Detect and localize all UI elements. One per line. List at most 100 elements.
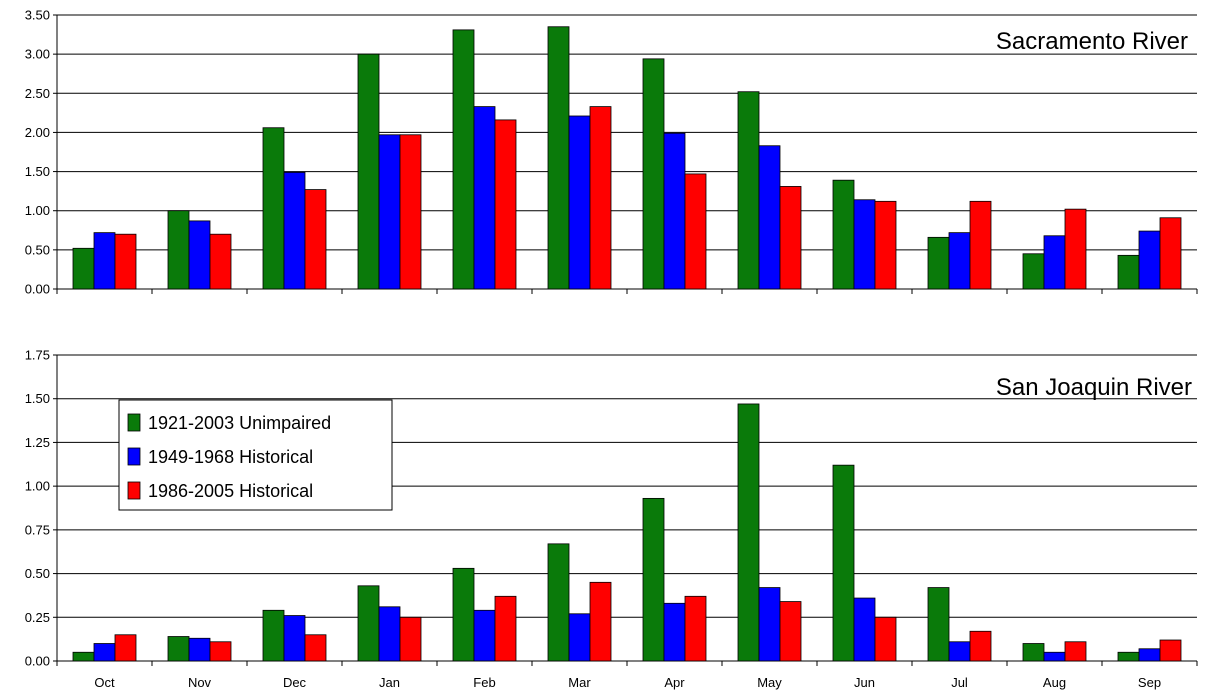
- y-tick-label: 1.50: [25, 164, 50, 179]
- bar-nov-series-1: [167, 210, 190, 290]
- bar-jan-series-2: [378, 134, 401, 290]
- bar-feb-series-1: [452, 29, 475, 290]
- bar-oct-series-3: [114, 634, 137, 662]
- bar-sep-series-2: [1138, 648, 1161, 662]
- x-category-label: Sep: [1138, 675, 1161, 690]
- y-tick-label: 1.00: [25, 479, 50, 494]
- y-tick-label: 2.00: [25, 125, 50, 140]
- bar-feb-series-2: [473, 609, 496, 662]
- legend-label: 1949-1968 Historical: [148, 447, 313, 467]
- y-tick-label: 0.00: [25, 654, 50, 669]
- bar-dec-series-3: [304, 634, 327, 662]
- bar-may-series-2: [758, 587, 781, 662]
- x-category-label: Dec: [283, 675, 307, 690]
- bar-jul-series-2: [948, 641, 971, 662]
- bar-mar-series-2: [568, 115, 591, 290]
- bar-feb-series-3: [494, 119, 517, 290]
- bar-dec-series-1: [262, 609, 285, 662]
- bar-aug-series-1: [1022, 643, 1045, 662]
- legend: 1921-2003 Unimpaired 1949-1968 Historical…: [118, 399, 393, 511]
- bar-oct-series-2: [93, 643, 116, 662]
- legend-swatch: [127, 481, 141, 500]
- bar-jan-series-3: [399, 134, 422, 290]
- bar-nov-series-1: [167, 636, 190, 662]
- bar-mar-series-1: [547, 26, 570, 290]
- bar-nov-series-2: [188, 220, 211, 290]
- bar-may-series-1: [737, 403, 760, 662]
- x-category-label: Jan: [379, 675, 400, 690]
- x-category-label: Apr: [664, 675, 685, 690]
- legend-swatch: [127, 413, 141, 432]
- bar-jul-series-1: [927, 587, 950, 662]
- bar-apr-series-1: [642, 58, 665, 290]
- bar-mar-series-3: [589, 581, 612, 662]
- bar-sep-series-3: [1159, 639, 1182, 662]
- bar-may-series-3: [779, 601, 802, 662]
- bar-dec-series-3: [304, 189, 327, 290]
- y-tick-label: 0.75: [25, 522, 50, 537]
- bar-jun-series-2: [853, 199, 876, 290]
- y-tick-label: 1.00: [25, 203, 50, 218]
- y-tick-label: 3.50: [25, 8, 50, 23]
- bar-sep-series-3: [1159, 217, 1182, 290]
- chart-title: San Joaquin River: [996, 374, 1192, 401]
- x-category-label: Mar: [568, 675, 591, 690]
- y-tick-label: 2.50: [25, 86, 50, 101]
- bar-jul-series-2: [948, 232, 971, 290]
- bar-aug-series-2: [1043, 651, 1066, 662]
- x-category-label: Jul: [951, 675, 968, 690]
- bar-apr-series-2: [663, 132, 686, 290]
- y-tick-label: 1.75: [25, 348, 50, 363]
- x-category-label: Oct: [94, 675, 115, 690]
- bar-jan-series-1: [357, 585, 380, 662]
- bar-feb-series-1: [452, 567, 475, 662]
- bar-jul-series-3: [969, 200, 992, 290]
- bar-jul-series-3: [969, 630, 992, 662]
- x-category-label: Feb: [473, 675, 495, 690]
- bar-jun-series-2: [853, 597, 876, 662]
- x-category-label: Nov: [188, 675, 212, 690]
- y-tick-label: 3.00: [25, 47, 50, 62]
- x-category-label: Jun: [854, 675, 875, 690]
- y-tick-label: 1.50: [25, 391, 50, 406]
- bar-mar-series-1: [547, 543, 570, 662]
- bar-jan-series-1: [357, 53, 380, 290]
- bar-oct-series-1: [72, 651, 95, 662]
- bar-dec-series-2: [283, 171, 306, 290]
- bar-apr-series-3: [684, 173, 707, 290]
- legend-label: 1986-2005 Historical: [148, 481, 313, 501]
- bar-apr-series-3: [684, 595, 707, 662]
- y-tick-label: 0.25: [25, 610, 50, 625]
- bar-jul-series-1: [927, 236, 950, 290]
- bar-dec-series-2: [283, 615, 306, 662]
- x-category-label: May: [757, 675, 782, 690]
- bar-aug-series-2: [1043, 235, 1066, 290]
- bar-oct-series-3: [114, 233, 137, 290]
- bar-jun-series-3: [874, 200, 897, 290]
- bar-jan-series-3: [399, 616, 422, 662]
- bar-sep-series-2: [1138, 230, 1161, 290]
- bar-dec-series-1: [262, 127, 285, 290]
- y-tick-label: 0.50: [25, 566, 50, 581]
- bar-mar-series-3: [589, 106, 612, 290]
- y-tick-label: 0.00: [25, 282, 50, 297]
- bar-aug-series-3: [1064, 208, 1087, 290]
- y-tick-label: 0.50: [25, 242, 50, 257]
- bar-nov-series-3: [209, 641, 232, 662]
- bar-may-series-1: [737, 91, 760, 290]
- bar-aug-series-3: [1064, 641, 1087, 662]
- legend-box: [118, 399, 393, 511]
- y-tick-label: 1.25: [25, 435, 50, 450]
- legend-label: 1921-2003 Unimpaired: [148, 413, 331, 433]
- bar-jan-series-2: [378, 606, 401, 662]
- x-category-label: Aug: [1043, 675, 1066, 690]
- san-joaquin-river-chart: 0.00 0.25 0.50 0.75 1.00 1.25 1.50 1.75 Oct Nov De…: [25, 348, 1198, 690]
- sacramento-river-chart: 0.00 0.50 1.00 1.50 2.00 2.50 3.00 3.50 Sacramen…: [25, 8, 1198, 297]
- bar-jun-series-3: [874, 616, 897, 662]
- bar-jun-series-1: [832, 179, 855, 290]
- bar-may-series-3: [779, 186, 802, 290]
- legend-swatch: [127, 447, 141, 466]
- bar-may-series-2: [758, 145, 781, 290]
- bar-sep-series-1: [1117, 254, 1140, 290]
